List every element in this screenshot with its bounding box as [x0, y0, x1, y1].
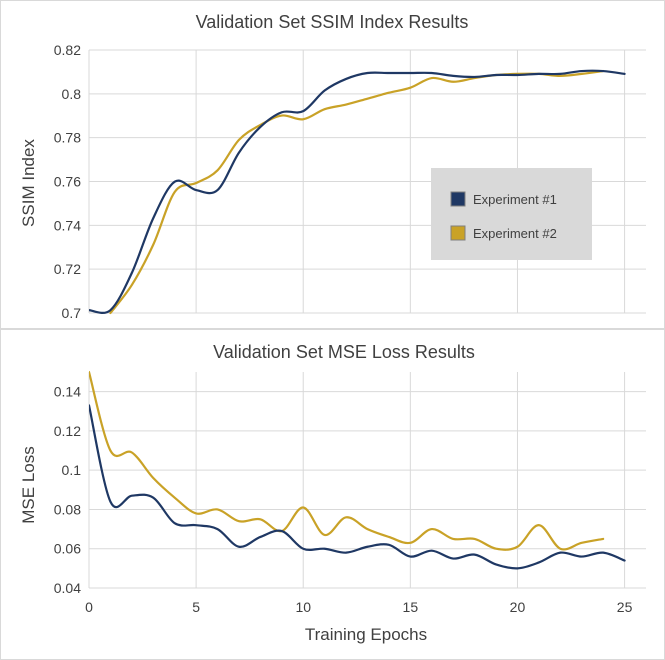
- x-tick-label: 25: [617, 599, 633, 615]
- x-tick-label: 5: [192, 599, 200, 615]
- x-tick-label: 15: [403, 599, 419, 615]
- x-tick-label: 10: [295, 599, 311, 615]
- y-tick-label: 0.76: [54, 174, 81, 190]
- mse-chart-title: Validation Set MSE Loss Results: [213, 342, 475, 362]
- mse-gridlines: [88, 372, 646, 589]
- legend-swatch-experiment-1: [450, 191, 466, 207]
- mse-tick-labels: 0.04 0.06 0.08 0.1 0.12 0.14 0 5 10 15 20 25: [54, 384, 633, 615]
- x-tick-label: 0: [85, 599, 93, 615]
- ssim-y-axis-title: SSIM Index: [19, 139, 38, 227]
- legend-label-experiment-2: Experiment #2: [473, 226, 557, 241]
- mse-x-axis-title: Training Epochs: [305, 625, 427, 644]
- y-tick-label: 0.7: [62, 305, 82, 321]
- y-tick-label: 0.1: [62, 462, 82, 478]
- legend-label-experiment-1: Experiment #1: [473, 192, 557, 207]
- y-tick-label: 0.06: [54, 541, 81, 557]
- y-tick-label: 0.08: [54, 501, 81, 517]
- y-tick-label: 0.14: [54, 384, 81, 400]
- ssim-y-tick-labels: 0.7 0.72 0.74 0.76 0.78 0.8 0.82: [54, 42, 81, 321]
- y-tick-label: 0.8: [62, 86, 82, 102]
- series-line-experiment-2: [89, 370, 605, 551]
- y-tick-label: 0.74: [54, 217, 81, 233]
- y-tick-label: 0.72: [54, 261, 81, 277]
- legend-background: [431, 168, 592, 260]
- y-tick-label: 0.82: [54, 42, 81, 58]
- y-tick-label: 0.12: [54, 423, 81, 439]
- mse-y-axis-title: MSE Loss: [19, 446, 38, 523]
- series-line-experiment-1: [89, 69, 626, 314]
- y-tick-label: 0.04: [54, 580, 81, 596]
- mse-chart-frame: [0, 329, 665, 660]
- series-line-experiment-1: [89, 404, 626, 570]
- ssim-legend: Experiment #1 Experiment #2: [431, 168, 592, 260]
- mse-series-lines: [89, 370, 626, 570]
- x-tick-label: 20: [510, 599, 526, 615]
- ssim-series-lines: [89, 69, 626, 315]
- ssim-chart-title: Validation Set SSIM Index Results: [196, 12, 469, 32]
- y-tick-label: 0.78: [54, 130, 81, 146]
- legend-swatch-experiment-2: [450, 225, 466, 241]
